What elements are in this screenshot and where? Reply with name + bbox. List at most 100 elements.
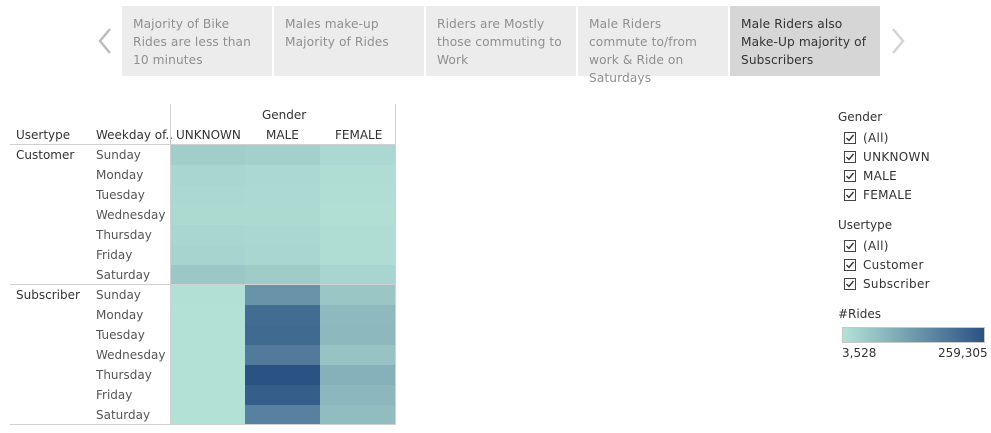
column-header-male: MALE [266, 128, 299, 142]
heatmap-cell-subscriber-wednesday-female[interactable] [320, 345, 395, 365]
heatmap-cell-subscriber-monday-male[interactable] [245, 305, 320, 325]
usertype-row-header: Usertype [16, 128, 71, 142]
heatmap-cell-subscriber-saturday-female[interactable] [320, 405, 395, 425]
gender-filter-unknown[interactable]: UNKNOWN [844, 150, 930, 164]
checkbox-checked-icon[interactable] [844, 151, 856, 163]
weekday-label-subscriber-thursday: Thursday [96, 368, 152, 382]
heatmap-cell-customer-friday-female[interactable] [320, 245, 395, 265]
heatmap-cell-customer-thursday-female[interactable] [320, 225, 395, 245]
table-right-border [395, 104, 396, 424]
weekday-label-customer-wednesday: Wednesday [96, 208, 166, 222]
group-divider [10, 284, 396, 285]
heatmap-cell-subscriber-sunday-female[interactable] [320, 285, 395, 305]
heatmap-cell-subscriber-tuesday-male[interactable] [245, 325, 320, 345]
weekday-label-subscriber-wednesday: Wednesday [96, 348, 166, 362]
heatmap-cell-subscriber-wednesday-unknown[interactable] [171, 345, 245, 365]
header-bottom-line [10, 144, 396, 145]
heatmap-cell-subscriber-friday-female[interactable] [320, 385, 395, 405]
weekday-label-customer-sunday: Sunday [96, 148, 141, 162]
legend-title: #Rides [838, 307, 881, 321]
heatmap-cell-customer-saturday-unknown[interactable] [171, 265, 245, 285]
heatmap-cell-customer-sunday-male[interactable] [245, 145, 320, 165]
heatmap-cell-customer-thursday-unknown[interactable] [171, 225, 245, 245]
heatmap-cell-subscriber-friday-male[interactable] [245, 385, 320, 405]
story-point-4[interactable]: Male Riders commute to/from work & Ride … [578, 6, 728, 85]
chevron-right-icon [892, 28, 905, 54]
heatmap-cell-subscriber-wednesday-male[interactable] [245, 345, 320, 365]
column-header-female: FEMALE [335, 128, 383, 142]
weekday-label-customer-tuesday: Tuesday [96, 188, 145, 202]
checkbox-checked-icon[interactable] [844, 170, 856, 182]
heatmap-cell-customer-monday-female[interactable] [320, 165, 395, 185]
story-point-label: Riders are Mostly those commuting to Wor… [437, 17, 562, 67]
story-point-label: Male Riders also Make-Up majority of Sub… [741, 17, 867, 67]
heatmap-cell-customer-saturday-female[interactable] [320, 265, 395, 285]
previous-story-point-button[interactable] [90, 6, 120, 76]
usertype-filter-subscriber[interactable]: Subscriber [844, 277, 930, 291]
legend-min-label: 3,528 [842, 346, 877, 360]
heatmap-cell-customer-wednesday-male[interactable] [245, 205, 320, 225]
story-point-5-active[interactable]: Male Riders also Make-Up majority of Sub… [730, 6, 880, 76]
heatmap-cell-subscriber-thursday-female[interactable] [320, 365, 395, 385]
column-header-unknown: UNKNOWN [176, 128, 241, 142]
weekday-label-subscriber-saturday: Saturday [96, 408, 151, 422]
story-point-3[interactable]: Riders are Mostly those commuting to Wor… [426, 6, 576, 76]
heatmap-cell-customer-friday-male[interactable] [245, 245, 320, 265]
heatmap-cell-customer-tuesday-male[interactable] [245, 185, 320, 205]
filter-option-label: (All) [863, 239, 889, 253]
heatmap-cell-subscriber-thursday-male[interactable] [245, 365, 320, 385]
heatmap-cell-customer-wednesday-female[interactable] [320, 205, 395, 225]
gender-filter-male[interactable]: MALE [844, 169, 897, 183]
story-point-1[interactable]: Majority of Bike Rides are less than 10 … [122, 6, 272, 76]
heatmap-cell-subscriber-monday-female[interactable] [320, 305, 395, 325]
story-point-2[interactable]: Males make-up Majority of Rides [274, 6, 424, 76]
color-legend-bar [842, 327, 985, 343]
weekday-label-customer-friday: Friday [96, 248, 133, 262]
gender-filter-female[interactable]: FEMALE [844, 188, 912, 202]
heatmap-cell-customer-sunday-unknown[interactable] [171, 145, 245, 165]
checkbox-checked-icon[interactable] [844, 132, 856, 144]
filter-option-label: MALE [863, 169, 898, 183]
chevron-left-icon [98, 28, 111, 54]
checkbox-checked-icon[interactable] [844, 240, 856, 252]
heatmap-cell-customer-wednesday-unknown[interactable] [171, 205, 245, 225]
table-bottom-line [10, 424, 396, 425]
filter-option-label: Customer [863, 258, 924, 272]
heatmap-cell-subscriber-saturday-male[interactable] [245, 405, 320, 425]
heatmap-cell-customer-tuesday-female[interactable] [320, 185, 395, 205]
story-point-label: Male Riders commute to/from work & Ride … [589, 17, 697, 85]
next-story-point-button[interactable] [883, 6, 913, 76]
story-point-label: Majority of Bike Rides are less than 10 … [133, 17, 251, 67]
checkbox-checked-icon[interactable] [844, 189, 856, 201]
heatmap-cell-subscriber-friday-unknown[interactable] [171, 385, 245, 405]
filter-option-label: (All) [863, 131, 889, 145]
heatmap-cell-customer-tuesday-unknown[interactable] [171, 185, 245, 205]
header-divider [170, 104, 171, 424]
weekday-row-header: Weekday of.. [96, 128, 174, 142]
heatmap-cell-subscriber-tuesday-unknown[interactable] [171, 325, 245, 345]
heatmap-cell-subscriber-thursday-unknown[interactable] [171, 365, 245, 385]
checkbox-checked-icon[interactable] [844, 259, 856, 271]
story-point-label: Males make-up Majority of Rides [285, 17, 389, 49]
legend-max-label: 259,305 [938, 346, 988, 360]
heatmap-cell-customer-monday-unknown[interactable] [171, 165, 245, 185]
weekday-label-subscriber-sunday: Sunday [96, 288, 141, 302]
usertype-label-subscriber: Subscriber [16, 288, 80, 302]
checkbox-checked-icon[interactable] [844, 278, 856, 290]
heatmap-cell-subscriber-tuesday-female[interactable] [320, 325, 395, 345]
heatmap-cell-subscriber-sunday-unknown[interactable] [171, 285, 245, 305]
weekday-label-subscriber-tuesday: Tuesday [96, 328, 145, 342]
heatmap-cell-customer-friday-unknown[interactable] [171, 245, 245, 265]
heatmap-cell-subscriber-saturday-unknown[interactable] [171, 405, 245, 425]
usertype-filter-all[interactable]: (All) [844, 239, 889, 253]
heatmap-cell-subscriber-monday-unknown[interactable] [171, 305, 245, 325]
usertype-filter-customer[interactable]: Customer [844, 258, 924, 272]
heatmap-cell-customer-sunday-female[interactable] [320, 145, 395, 165]
gender-column-group-header: Gender [262, 108, 307, 122]
filter-option-label: UNKNOWN [863, 150, 930, 164]
heatmap-cell-customer-thursday-male[interactable] [245, 225, 320, 245]
heatmap-cell-customer-saturday-male[interactable] [245, 265, 320, 285]
heatmap-cell-customer-monday-male[interactable] [245, 165, 320, 185]
gender-filter-all[interactable]: (All) [844, 131, 889, 145]
heatmap-cell-subscriber-sunday-male[interactable] [245, 285, 320, 305]
